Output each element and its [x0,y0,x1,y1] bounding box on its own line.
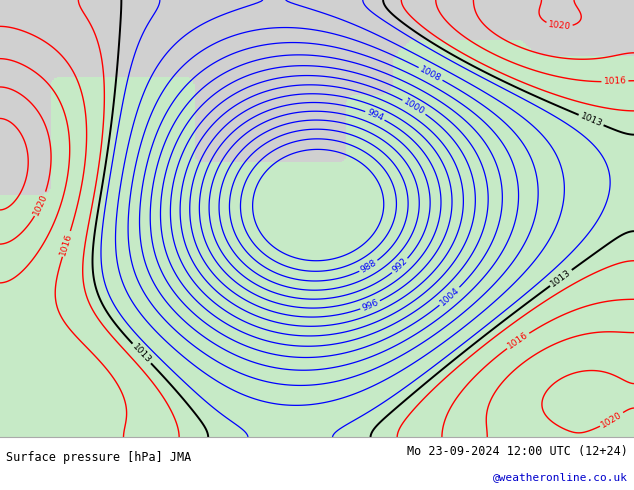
Text: 1008: 1008 [418,64,443,83]
Text: 994: 994 [365,108,385,123]
Text: 1000: 1000 [402,97,426,117]
Text: 992: 992 [391,257,410,275]
Text: 1004: 1004 [438,286,461,307]
Text: @weatheronline.co.uk: @weatheronline.co.uk [493,472,628,482]
Text: 1013: 1013 [131,342,153,365]
Text: 988: 988 [359,258,378,274]
Text: 1013: 1013 [579,112,604,129]
Text: 1016: 1016 [604,76,626,86]
Text: Mo 23-09-2024 12:00 UTC (12+24): Mo 23-09-2024 12:00 UTC (12+24) [407,445,628,459]
Text: 1013: 1013 [549,268,573,289]
Text: 1016: 1016 [59,232,74,256]
Text: 1020: 1020 [548,21,571,32]
Text: 996: 996 [361,297,380,313]
Text: 1016: 1016 [506,330,530,351]
Text: Surface pressure [hPa] JMA: Surface pressure [hPa] JMA [6,451,191,464]
Text: 1020: 1020 [32,192,49,217]
Text: 1020: 1020 [600,410,624,430]
